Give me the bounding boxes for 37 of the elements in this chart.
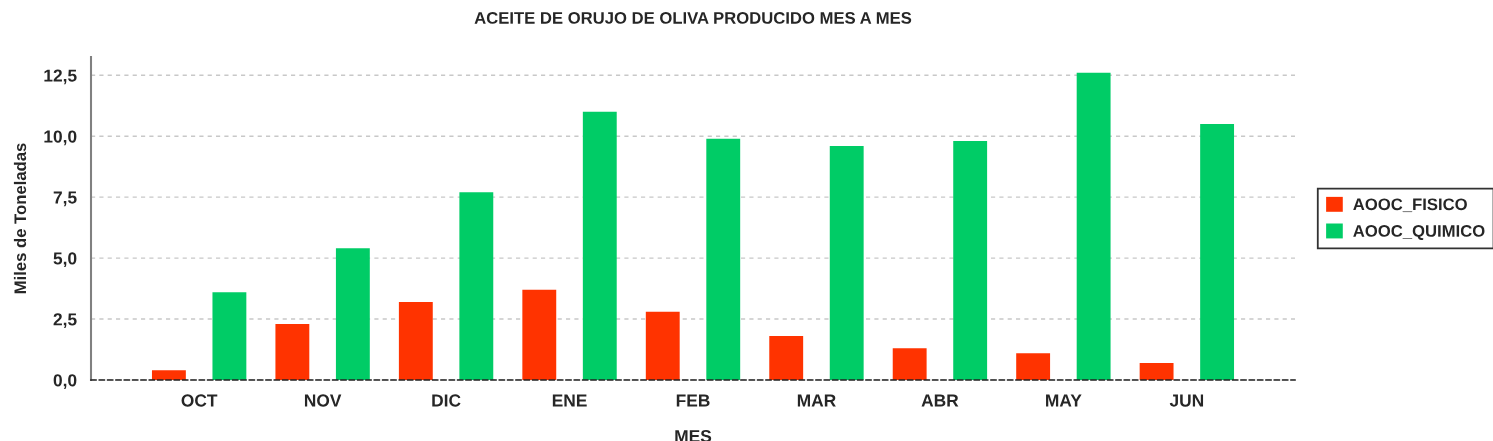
bar	[769, 336, 804, 380]
x-tick-label: ENE	[552, 394, 587, 407]
bar	[829, 145, 864, 380]
x-tick-label: MAY	[1046, 394, 1082, 407]
y-tick-label: 12,5	[44, 69, 77, 85]
y-tick-label: 5,0	[53, 252, 77, 268]
bar	[1139, 362, 1174, 380]
x-tick-label: DIC	[432, 394, 461, 407]
bar	[645, 311, 680, 380]
bar	[1016, 353, 1051, 380]
x-tick-label: MAR	[797, 394, 836, 407]
x-tick-label: NOV	[304, 394, 342, 407]
x-tick-label: FEB	[676, 394, 710, 407]
y-tick-label: 10,0	[44, 130, 77, 146]
chart-title: ACEITE DE ORUJO DE OLIVA PRODUCIDO MES A MES	[474, 12, 912, 24]
bar	[1076, 72, 1111, 380]
bar	[459, 192, 494, 380]
y-tick-label: 7,5	[53, 191, 77, 207]
bar	[522, 289, 557, 380]
bar	[1200, 124, 1235, 380]
bar	[212, 292, 247, 380]
bar	[953, 141, 988, 380]
x-tick-label: OCT	[181, 394, 218, 407]
bar	[582, 111, 617, 380]
legend-label: AOOC_FISICO	[1353, 198, 1467, 213]
x-tick-label: ABR	[921, 394, 959, 407]
y-tick-label: 0,0	[53, 374, 77, 389]
bar	[275, 323, 310, 380]
bar	[398, 301, 433, 380]
bar	[151, 370, 186, 380]
y-tick-label: 2,5	[53, 313, 77, 329]
bar	[706, 138, 741, 380]
bar	[335, 248, 370, 380]
y-axis-title: Miles de Toneladas	[13, 143, 27, 294]
bar	[892, 348, 927, 380]
x-tick-label: JUN	[1169, 394, 1204, 407]
legend-label: AOOC_QUIMICO	[1353, 225, 1485, 240]
